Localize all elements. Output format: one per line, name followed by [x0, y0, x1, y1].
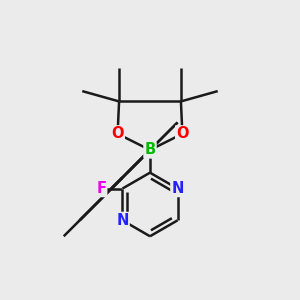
Text: N: N	[171, 181, 184, 196]
Text: O: O	[111, 126, 124, 141]
Text: F: F	[96, 181, 106, 196]
Text: O: O	[176, 126, 189, 141]
Text: B: B	[144, 142, 156, 158]
Text: N: N	[116, 213, 129, 228]
